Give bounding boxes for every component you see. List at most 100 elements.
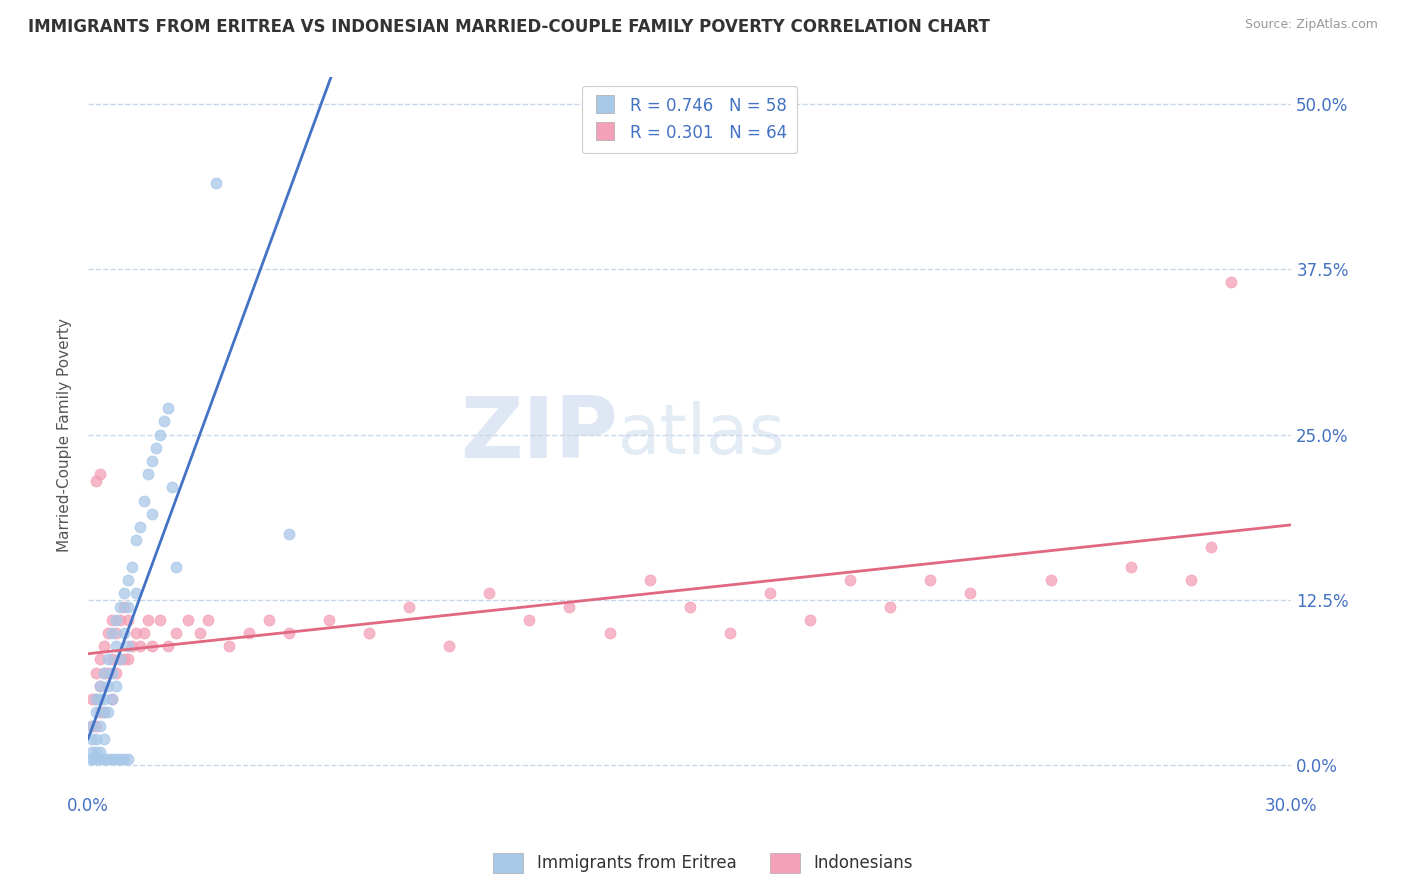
Point [1039,573,1062,587]
Point [134,626,156,640]
Point [177,613,200,627]
Point [84,731,107,746]
Point [84,745,107,759]
Point [125,586,148,600]
Point [318,613,340,627]
Point [105,639,128,653]
Point [959,586,981,600]
Point [125,626,148,640]
Point [84,474,107,488]
Point [105,626,128,640]
Point [110,599,132,614]
Point [93,639,115,653]
Point [89,679,111,693]
Point [162,480,184,494]
Point [93,706,115,720]
Point [82,751,104,765]
Point [97,706,120,720]
Point [599,626,621,640]
Point [141,454,163,468]
Point [141,639,163,653]
Point [218,639,240,653]
Point [82,751,104,765]
Point [89,692,111,706]
Point [82,745,104,759]
Point [117,573,139,587]
Point [1199,540,1222,554]
Point [1220,276,1243,290]
Point [1180,573,1202,587]
Point [141,507,163,521]
Y-axis label: Married-Couple Family Poverty: Married-Couple Family Poverty [58,318,72,551]
Point [93,706,115,720]
Point [97,665,120,680]
Point [84,706,107,720]
Point [110,652,132,666]
Point [84,718,107,732]
Point [89,751,111,765]
Point [125,533,148,548]
Point [1119,559,1142,574]
Point [93,665,115,680]
Text: IMMIGRANTS FROM ERITREA VS INDONESIAN MARRIED-COUPLE FAMILY POVERTY CORRELATION : IMMIGRANTS FROM ERITREA VS INDONESIAN MA… [28,18,990,36]
Point [638,573,661,587]
Point [93,731,115,746]
Point [121,639,143,653]
Point [117,751,139,765]
Legend: Immigrants from Eritrea, Indonesians: Immigrants from Eritrea, Indonesians [486,847,920,880]
Point [117,599,139,614]
Point [129,639,152,653]
Point [112,652,135,666]
Point [277,626,299,640]
Point [93,692,115,706]
Point [190,626,212,640]
Point [101,652,124,666]
Point [110,613,132,627]
Point [398,599,420,614]
Text: Source: ZipAtlas.com: Source: ZipAtlas.com [1244,18,1378,31]
Point [89,679,111,693]
Point [920,573,942,587]
Legend: R = 0.746   N = 58, R = 0.301   N = 64: R = 0.746 N = 58, R = 0.301 N = 64 [582,86,797,153]
Point [839,573,862,587]
Point [89,467,111,482]
Point [205,176,228,190]
Point [97,751,120,765]
Point [101,692,124,706]
Point [97,679,120,693]
Point [718,626,741,640]
Point [558,599,581,614]
Point [82,718,104,732]
Point [84,665,107,680]
Point [257,613,280,627]
Point [277,526,299,541]
Point [112,751,135,765]
Point [879,599,901,614]
Point [84,692,107,706]
Point [117,639,139,653]
Point [82,731,104,746]
Point [437,639,460,653]
Point [105,751,128,765]
Point [105,679,128,693]
Point [93,665,115,680]
Point [112,586,135,600]
Point [136,613,159,627]
Point [105,613,128,627]
Point [101,692,124,706]
Point [478,586,501,600]
Point [157,639,180,653]
Point [121,559,143,574]
Point [112,599,135,614]
Point [112,626,135,640]
Point [84,692,107,706]
Point [84,751,107,765]
Point [136,467,159,482]
Point [679,599,702,614]
Point [97,652,120,666]
Point [165,626,187,640]
Point [357,626,380,640]
Point [101,613,124,627]
Point [101,751,124,765]
Point [197,613,219,627]
